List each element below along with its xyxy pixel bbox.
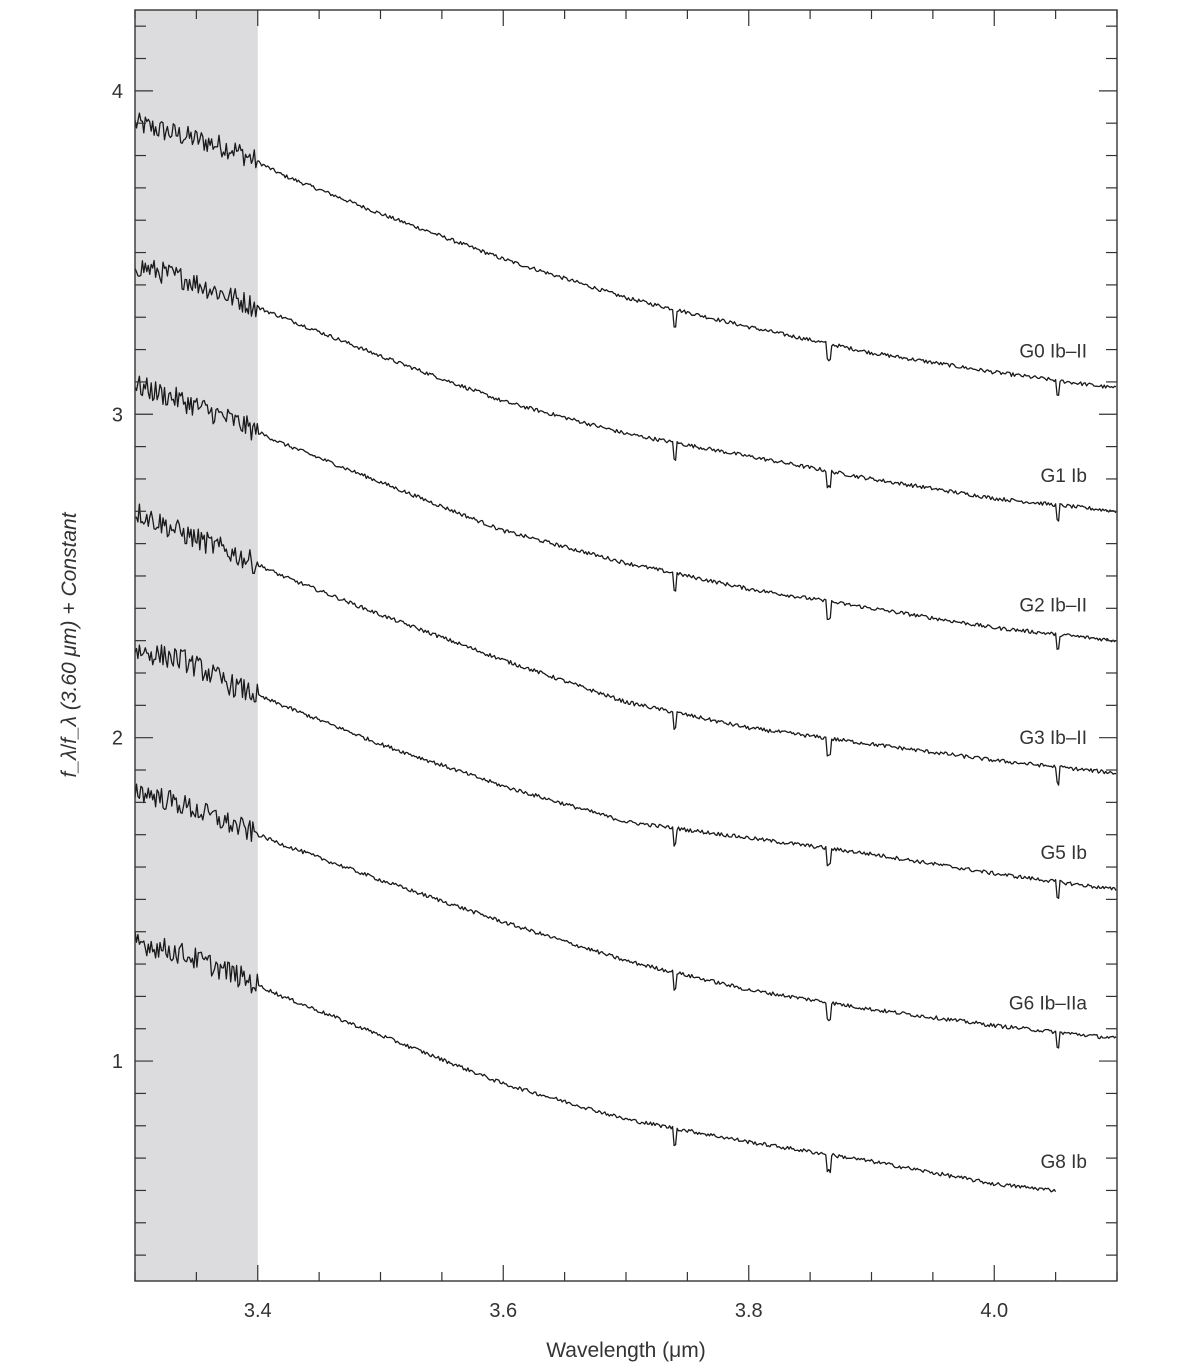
y-tick-label: 2: [112, 728, 123, 750]
series-label: G1 Ib: [1041, 466, 1087, 487]
series-label: G6 Ib–IIa: [1009, 993, 1088, 1014]
series-label: G2 Ib–II: [1019, 596, 1087, 617]
y-tick-label: 1: [112, 1051, 123, 1073]
x-tick-label: 3.6: [489, 1300, 517, 1322]
x-tick-label: 4.0: [980, 1300, 1008, 1322]
x-tick-label: 3.8: [735, 1300, 763, 1322]
y-tick-label: 3: [112, 404, 123, 426]
spectrum-line: [134, 931, 1057, 1193]
series-label: G5 Ib: [1041, 843, 1087, 864]
spectrum-line: [134, 259, 1117, 522]
plot-frame: [134, 9, 1118, 1282]
spectrum-line: [134, 375, 1117, 650]
y-axis-label: f_λ/f_λ (3.60 μm) + Constant: [58, 511, 81, 777]
spectrum-line: [134, 503, 1117, 786]
series-label: G8 Ib: [1041, 1152, 1087, 1173]
series-label: G0 Ib–II: [1019, 342, 1087, 363]
spectrum-line: [134, 644, 1117, 899]
y-tick-label: 4: [112, 81, 123, 103]
series-label: G3 Ib–II: [1019, 728, 1087, 749]
spectrum-line: [134, 112, 1117, 396]
x-axis-label: Wavelength (μm): [546, 1339, 706, 1362]
shaded-region: [135, 10, 258, 1281]
x-tick-label: 3.4: [244, 1300, 272, 1322]
spectrum-line: [134, 783, 1117, 1049]
